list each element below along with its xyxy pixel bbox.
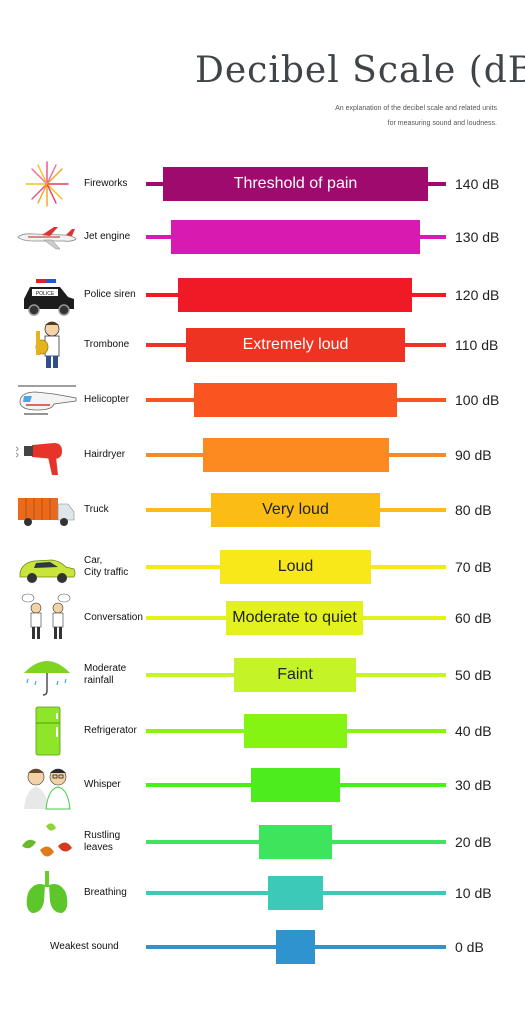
hairdryer-icon [14, 429, 80, 481]
scale-row: Trombone Extremely loud 110 dB [0, 321, 525, 368]
loudness-zone-box [203, 438, 389, 472]
sound-source-label: Car, City traffic [84, 555, 129, 578]
loudness-zone-box: Moderate to quiet [226, 601, 363, 635]
fireworks-icon [14, 158, 80, 210]
sound-source-label: Truck [84, 504, 109, 515]
decibel-value: 80 dB [455, 502, 492, 518]
loudness-zone-box [251, 768, 340, 802]
decibel-value: 40 dB [455, 723, 492, 739]
loudness-zone-box: Loud [220, 550, 371, 584]
sound-source-label: Conversation [84, 612, 143, 623]
jet-icon [14, 211, 80, 263]
subtitle-line-1: An explanation of the decibel scale and … [335, 105, 497, 112]
loudness-zone-box [194, 383, 397, 417]
car-icon [14, 541, 80, 593]
sound-source-label: Refrigerator [84, 725, 137, 736]
decibel-value: 70 dB [455, 559, 492, 575]
loudness-zone-box [178, 278, 412, 312]
conversation-icon [14, 592, 80, 644]
police-car-icon: POLICE [14, 269, 80, 321]
trombone-player-icon [14, 319, 80, 371]
decibel-value: 50 dB [455, 667, 492, 683]
sound-source-label: Weakest sound [50, 941, 119, 952]
decibel-value: 130 dB [455, 229, 500, 245]
sound-source-label: Jet engine [84, 231, 131, 242]
decibel-value: 0 dB [455, 939, 484, 955]
scale-row: Car, City traffic Loud 70 dB [0, 547, 525, 587]
scale-row: Weakest sound 0 dB [0, 927, 525, 967]
loudness-zone-box [244, 714, 347, 748]
loudness-zone-box [171, 220, 420, 254]
scale-row: POLICE Police siren 120 dB [0, 275, 525, 316]
decibel-value: 110 dB [455, 337, 499, 353]
scale-row: Moderate rainfall Faint 50 dB [0, 655, 525, 696]
scale-row: Refrigerator 40 dB [0, 706, 525, 756]
decibel-value: 100 dB [455, 392, 500, 408]
helicopter-icon [14, 374, 80, 426]
subtitle-line-2: for measuring sound and loudness. [387, 120, 497, 127]
loudness-zone-box: Very loud [211, 493, 380, 527]
decibel-value: 10 dB [455, 885, 492, 901]
sound-source-label: Rustling leaves [84, 830, 121, 853]
scale-row: Whisper 30 dB [0, 765, 525, 810]
sound-source-label: Trombone [84, 339, 130, 350]
lungs-icon [14, 867, 80, 919]
scale-row: Hairdryer 90 dB [0, 435, 525, 475]
sound-source-label: Hairdryer [84, 449, 126, 460]
loudness-zone-box: Faint [234, 658, 356, 692]
scale-row: Helicopter 100 dB [0, 380, 525, 420]
umbrella-rain-icon [14, 649, 80, 701]
page-subtitle: An explanation of the decibel scale and … [237, 101, 497, 131]
sound-source-label: Police siren [84, 289, 136, 300]
sound-source-label: Moderate rainfall [84, 663, 127, 686]
loudness-zone-box: Extremely loud [186, 328, 405, 362]
truck-icon [14, 484, 80, 536]
scale-row: Jet engine 130 dB [0, 217, 525, 257]
sound-source-label: Whisper [84, 779, 121, 790]
loudness-zone-box [268, 876, 323, 910]
decibel-value: 90 dB [455, 447, 492, 463]
decibel-value: 20 dB [455, 834, 492, 850]
page-title: Decibel Scale (dB) [195, 50, 525, 91]
sound-source-label: Breathing [84, 887, 127, 898]
scale-row: Fireworks Threshold of pain 140 dB [0, 161, 525, 207]
leaves-icon [14, 816, 80, 868]
sound-source-label: Helicopter [84, 394, 130, 405]
scale-row: Rustling leaves 20 dB [0, 822, 525, 862]
scale-row: Conversation Moderate to quiet 60 dB [0, 593, 525, 639]
whisper-icon [14, 759, 80, 811]
decibel-value: 60 dB [455, 610, 492, 626]
decibel-value: 140 dB [455, 176, 500, 192]
sound-source-label: Fireworks [84, 178, 128, 189]
decibel-value: 120 dB [455, 287, 500, 303]
decibel-value: 30 dB [455, 777, 492, 793]
scale-row: Breathing 10 dB [0, 871, 525, 913]
scale-row: Truck Very loud 80 dB [0, 490, 525, 530]
loudness-zone-box: Threshold of pain [163, 167, 428, 201]
svg-text:POLICE: POLICE [36, 291, 55, 297]
loudness-zone-box [259, 825, 332, 859]
loudness-zone-box [276, 930, 315, 964]
refrigerator-icon [14, 705, 80, 757]
